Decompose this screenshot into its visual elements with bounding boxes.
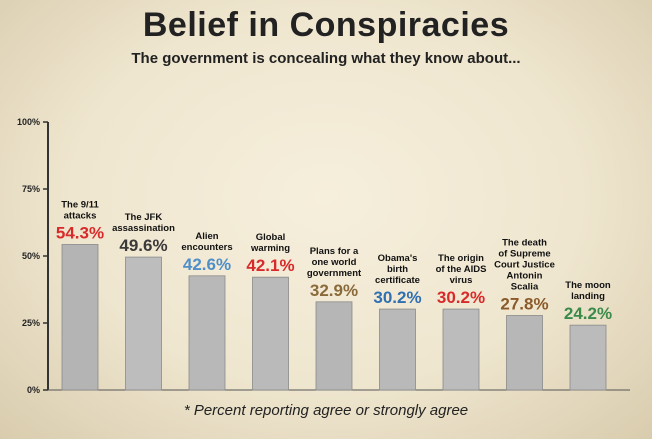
bar bbox=[506, 315, 543, 391]
bar bbox=[125, 256, 162, 391]
y-tick-label: 50% bbox=[22, 251, 40, 261]
value-label: 32.9% bbox=[310, 281, 358, 300]
value-label: 49.6% bbox=[119, 236, 167, 255]
category-label: Plans for a bbox=[310, 246, 359, 257]
bar bbox=[379, 308, 416, 391]
y-tick-label: 25% bbox=[22, 318, 40, 328]
bar bbox=[569, 324, 607, 391]
category-label: virus bbox=[450, 275, 473, 286]
category-label: The origin bbox=[438, 253, 484, 264]
category-label: Court Justice bbox=[494, 259, 555, 270]
y-tick-label: 0% bbox=[27, 385, 40, 395]
category-label: government bbox=[307, 268, 362, 279]
category-label: warming bbox=[250, 243, 290, 254]
category-label: Antonin bbox=[507, 270, 543, 281]
bar bbox=[315, 301, 353, 391]
category-label: assassination bbox=[112, 223, 175, 234]
value-label: 24.2% bbox=[564, 304, 612, 323]
category-label: Alien bbox=[195, 231, 218, 242]
value-label: 42.1% bbox=[246, 256, 294, 275]
bar bbox=[442, 308, 480, 391]
value-label: 42.6% bbox=[183, 255, 231, 274]
category-label: The death bbox=[502, 237, 547, 248]
category-label: encounters bbox=[181, 242, 232, 253]
category-label: landing bbox=[571, 291, 605, 302]
category-label: of Supreme bbox=[498, 248, 550, 259]
chart-subtitle: The government is concealing what they k… bbox=[131, 50, 521, 67]
category-label: The JFK bbox=[125, 212, 163, 223]
y-tick-label: 75% bbox=[22, 184, 40, 194]
bar bbox=[252, 276, 289, 391]
footnote: * Percent reporting agree or strongly ag… bbox=[183, 402, 469, 419]
category-label: Scalia bbox=[511, 281, 539, 292]
category-label: certificate bbox=[375, 275, 420, 286]
value-label: 54.3% bbox=[56, 223, 104, 242]
bars bbox=[61, 244, 607, 391]
y-tick-label: 100% bbox=[17, 117, 40, 127]
category-label: of the AIDS bbox=[436, 264, 487, 275]
category-label: The moon bbox=[565, 280, 611, 291]
bar bbox=[188, 275, 226, 391]
bar bbox=[61, 244, 99, 391]
category-label: one world bbox=[312, 257, 357, 268]
category-label: Global bbox=[256, 232, 286, 243]
category-label: The 9/11 bbox=[61, 199, 99, 210]
category-label: attacks bbox=[64, 210, 97, 221]
category-label: Obama's bbox=[378, 253, 418, 264]
value-label: 30.2% bbox=[437, 288, 485, 307]
chart-title: Belief in Conspiracies bbox=[142, 6, 510, 44]
category-label: birth bbox=[387, 264, 408, 275]
value-label: 27.8% bbox=[500, 294, 548, 313]
value-label: 30.2% bbox=[373, 288, 421, 307]
